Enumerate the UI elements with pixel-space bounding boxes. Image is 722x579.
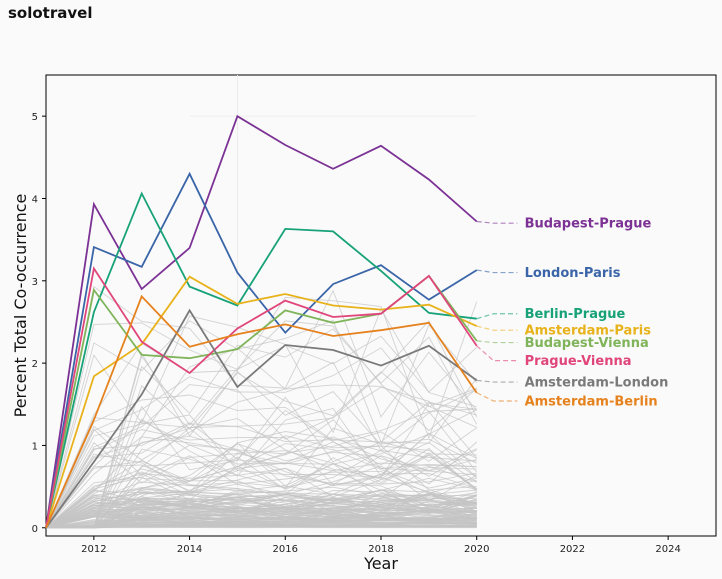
background-series-line — [46, 320, 477, 529]
background-series-line — [45, 394, 478, 528]
background-series-line — [46, 427, 477, 529]
series-leader-line — [476, 392, 518, 402]
background-series-line — [45, 493, 477, 529]
series-leader-line — [476, 379, 518, 383]
y-tick-label: 5 — [32, 112, 38, 123]
background-series-line — [45, 465, 477, 529]
x-tick-label: 2014 — [177, 544, 202, 555]
highlighted-series-group — [45, 114, 478, 529]
background-series-line — [45, 510, 477, 529]
series-label: Amsterdam-Berlin — [525, 394, 658, 409]
background-series-line — [45, 429, 477, 529]
page-title: solotravel — [8, 4, 93, 22]
x-axis-title: Year — [363, 554, 398, 573]
series-line — [45, 114, 478, 528]
y-tick-label: 1 — [32, 441, 38, 452]
series-label: Prague-Vienna — [525, 354, 632, 369]
series-line — [45, 171, 478, 528]
series-line — [45, 308, 478, 529]
series-label: Budapest-Vienna — [525, 336, 649, 351]
y-tick-label: 2 — [32, 359, 38, 370]
series-line — [45, 266, 478, 528]
background-series-line — [45, 443, 477, 529]
series-label: Berlin-Prague — [525, 307, 626, 322]
series-leader-line — [476, 313, 518, 320]
series-line — [45, 294, 478, 529]
y-tick-label: 4 — [32, 194, 38, 205]
y-axis-title: Percent Total Co-occurrence — [11, 194, 30, 418]
background-series-line — [45, 409, 477, 529]
series-label: Budapest-Prague — [525, 217, 652, 232]
x-tick-label: 2022 — [560, 544, 585, 555]
x-tick-label: 2012 — [81, 544, 106, 555]
background-series-line — [46, 445, 477, 529]
series-leader-line — [476, 220, 518, 224]
background-series-line — [45, 409, 477, 528]
x-tick-label: 2018 — [368, 544, 393, 555]
background-series-line — [45, 463, 477, 529]
background-series-line — [45, 491, 477, 529]
background-series-group — [45, 75, 478, 529]
background-series-line — [45, 470, 477, 529]
series-labels-group: Budapest-Prague London-Paris Berlin-Prague… — [476, 217, 669, 409]
series-leader-line — [476, 340, 518, 344]
background-series-line — [45, 436, 477, 529]
series-label: Amsterdam-London — [525, 376, 669, 391]
series-line — [45, 191, 477, 528]
background-series-line — [45, 449, 477, 529]
series-leader-line — [476, 325, 518, 331]
x-axis: 2012 2014 2016 2018 2020 2022 2024 — [81, 536, 681, 555]
background-series-line — [45, 488, 477, 529]
background-series-line — [45, 525, 477, 529]
x-tick-label: 2024 — [655, 544, 680, 555]
series-label: Amsterdam-Paris — [525, 324, 652, 339]
background-series-line — [45, 503, 477, 529]
background-series-line — [45, 442, 477, 529]
background-series-line — [45, 419, 477, 529]
x-tick-label: 2020 — [464, 544, 489, 555]
x-tick-label: 2016 — [273, 544, 298, 555]
background-series-line — [46, 493, 477, 529]
y-tick-label: 3 — [32, 277, 38, 288]
background-series-line — [46, 508, 477, 529]
series-label: London-Paris — [525, 266, 621, 281]
background-series-line — [45, 320, 478, 528]
y-axis: 0 1 2 3 4 5 — [32, 112, 46, 535]
background-series-line — [46, 407, 477, 529]
series-leader-line — [476, 269, 518, 274]
background-series-line — [45, 296, 478, 528]
background-series-line — [45, 524, 477, 529]
background-series-line — [46, 347, 477, 529]
background-series-line — [45, 384, 478, 529]
background-series-line — [46, 396, 477, 529]
background-series-line — [45, 347, 477, 528]
y-tick-label: 0 — [32, 524, 38, 535]
